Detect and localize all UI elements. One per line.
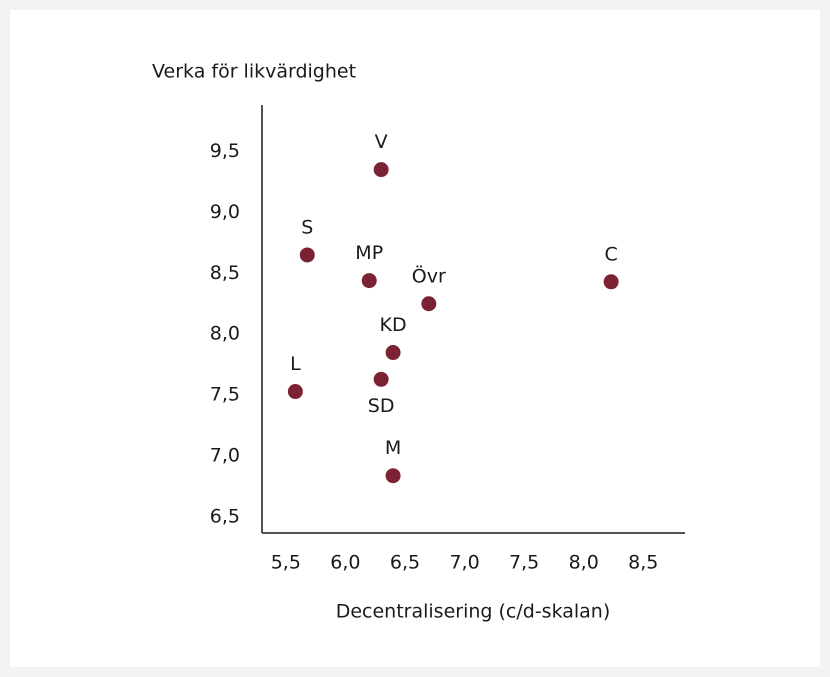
y-tick-label: 9,5	[210, 140, 240, 162]
x-tick-label: 7,0	[449, 552, 479, 574]
point	[373, 371, 389, 387]
card	[10, 10, 820, 667]
point-label: L	[290, 353, 301, 375]
point	[385, 345, 401, 361]
point	[361, 273, 377, 289]
y-tick-label: 9,0	[210, 201, 240, 223]
point	[603, 274, 619, 290]
point-label: S	[301, 216, 313, 238]
point-label: C	[604, 243, 617, 265]
point	[421, 296, 437, 312]
y-tick-label: 8,5	[210, 262, 240, 284]
x-tick-label: 6,5	[390, 552, 420, 574]
point-label: SD	[368, 395, 395, 417]
x-axis-label: Decentralisering (c/d-skalan)	[336, 601, 611, 623]
point	[373, 162, 389, 178]
y-axis-label: Verka för likvärdighet	[152, 61, 356, 83]
x-tick-label: 5,5	[271, 552, 301, 574]
x-tick-label: 7,5	[509, 552, 539, 574]
point	[287, 384, 303, 400]
point	[299, 247, 315, 263]
y-tick-label: 8,0	[210, 323, 240, 345]
point-label: KD	[380, 314, 407, 336]
point-label: MP	[355, 242, 383, 264]
point-label: Övr	[412, 264, 446, 287]
x-tick-label: 6,0	[330, 552, 360, 574]
y-tick-label: 7,5	[210, 384, 240, 406]
point-label: M	[385, 437, 401, 459]
x-tick-label: 8,0	[569, 552, 599, 574]
x-tick-label: 8,5	[628, 552, 658, 574]
point	[385, 468, 401, 484]
point-label: V	[375, 131, 388, 153]
y-tick-label: 7,0	[210, 445, 240, 467]
y-tick-label: 6,5	[210, 506, 240, 528]
